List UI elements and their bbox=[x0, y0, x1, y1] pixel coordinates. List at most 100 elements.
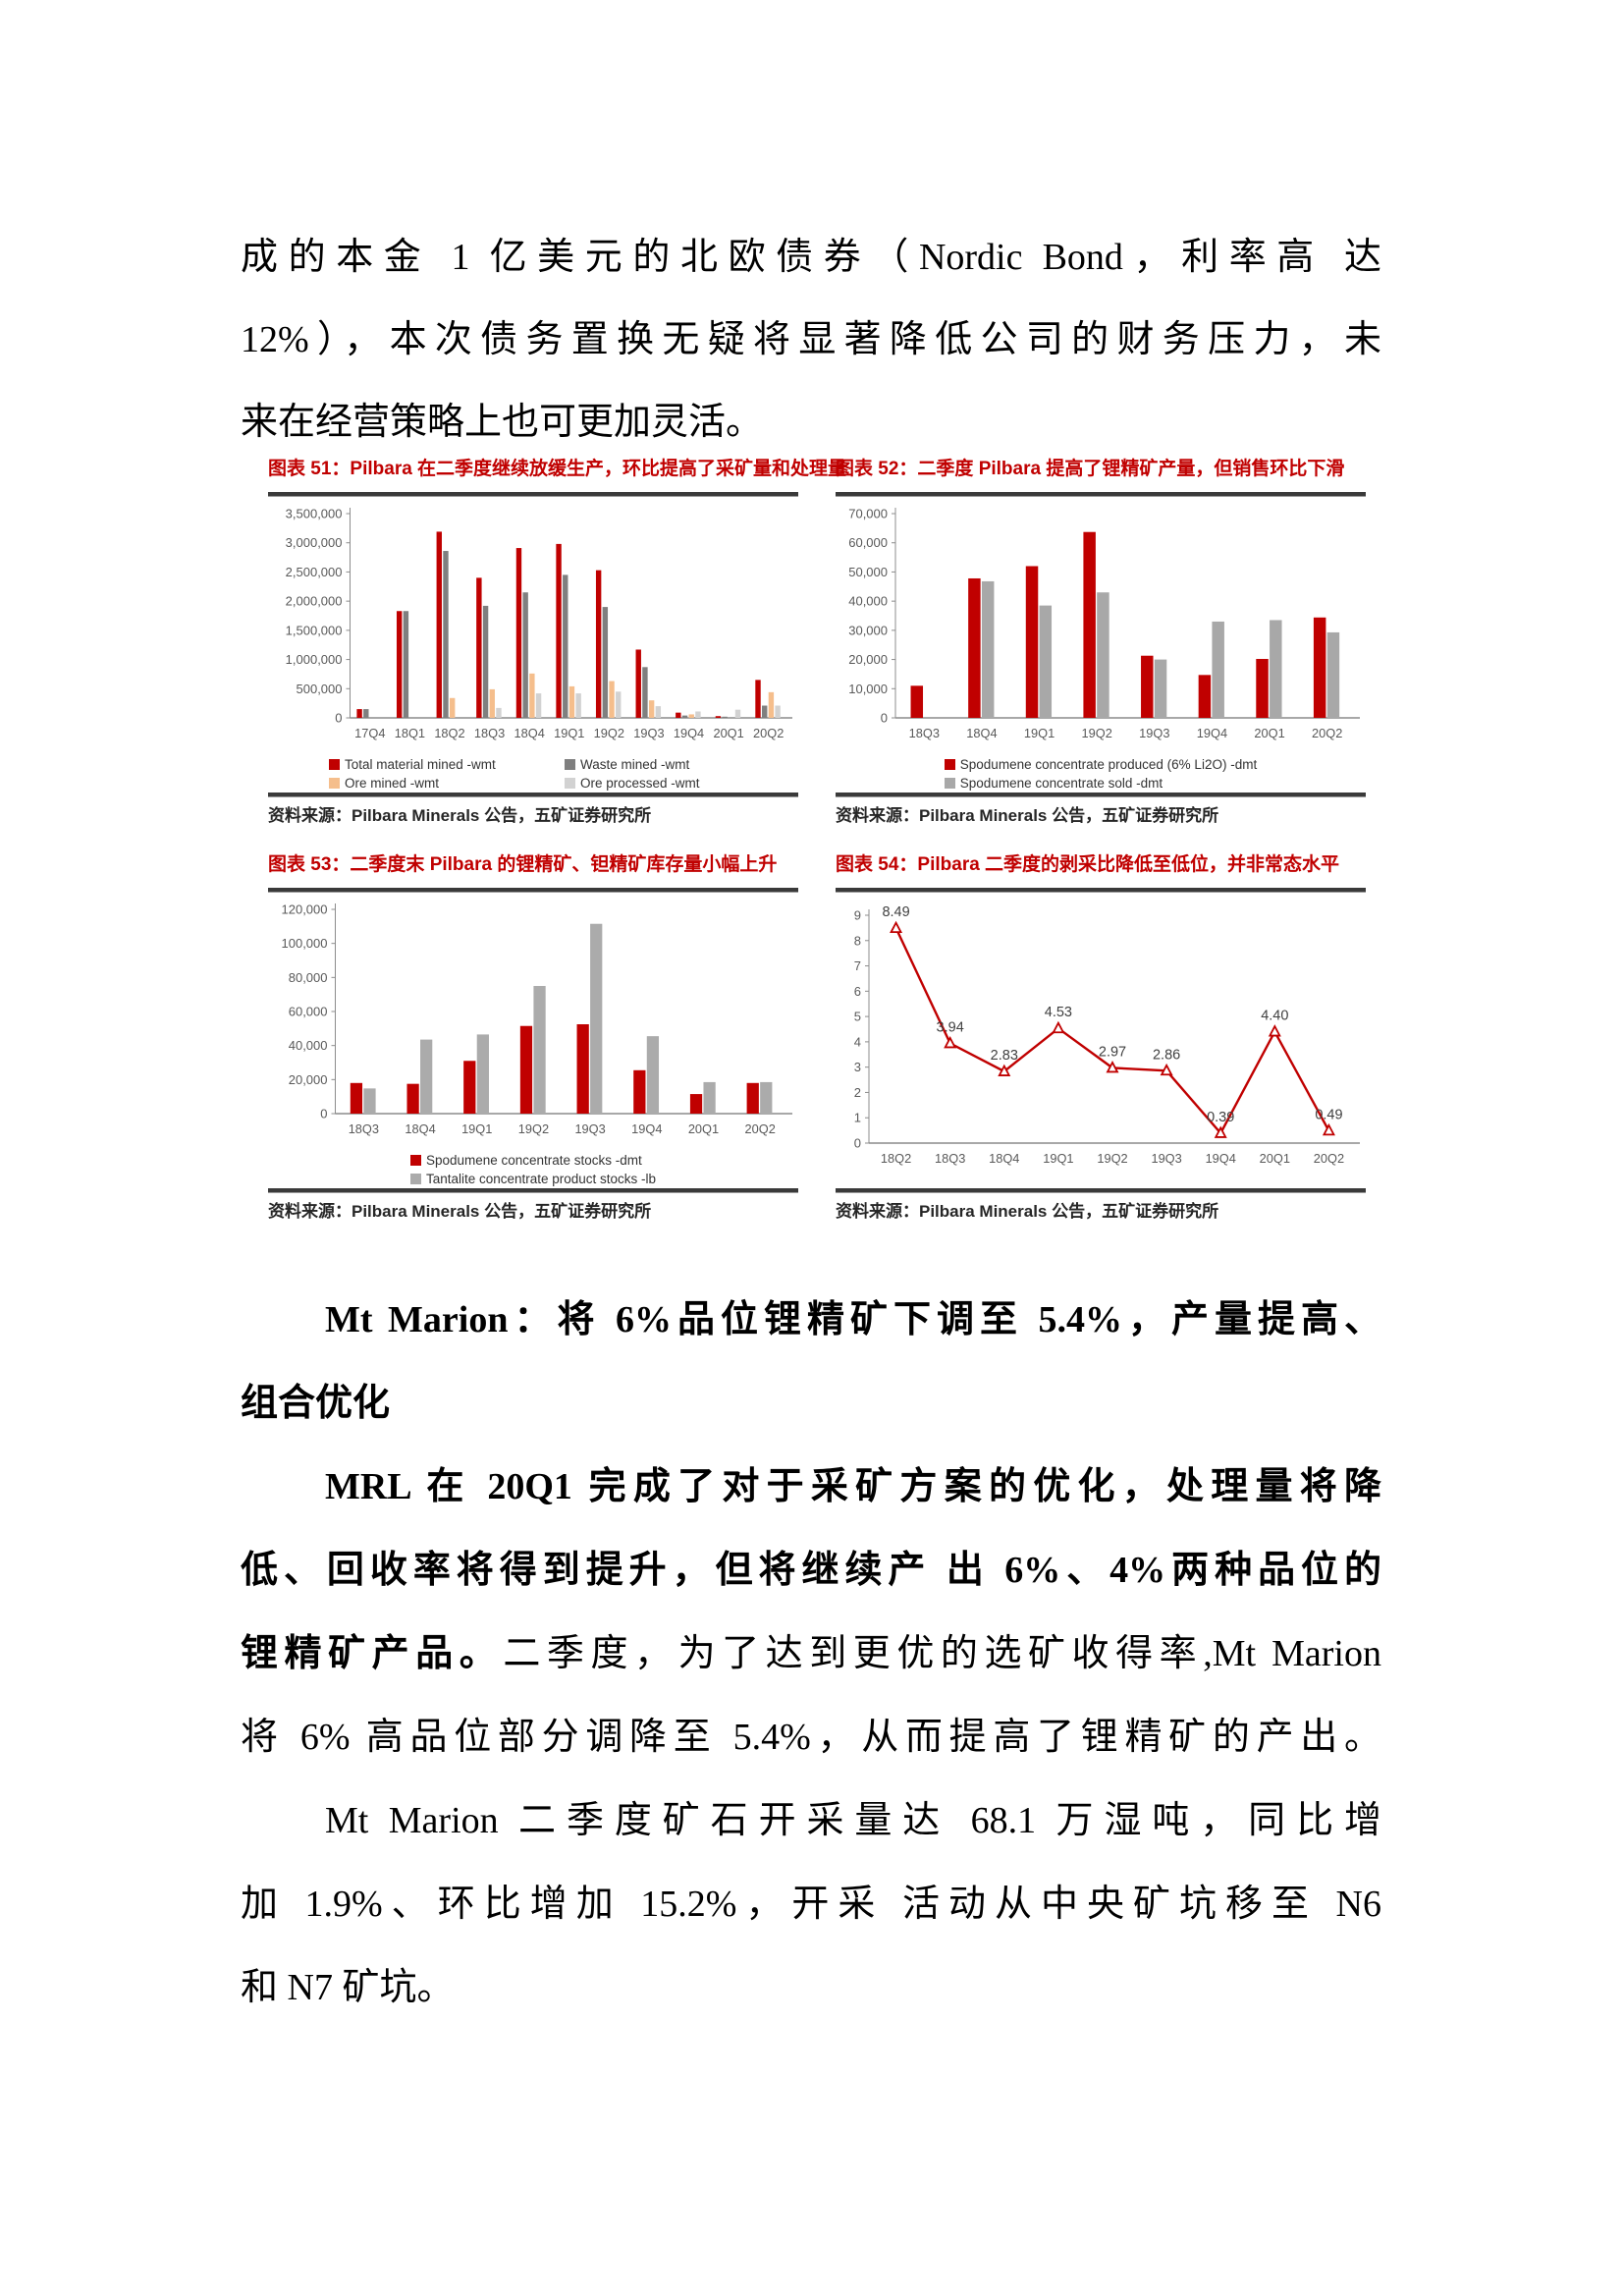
svg-text:500,000: 500,000 bbox=[297, 682, 343, 696]
svg-text:80,000: 80,000 bbox=[289, 970, 328, 985]
text-line: 和 N7 矿坑。 bbox=[241, 1967, 455, 2008]
line-chart-strip-ratio: 0 1 2 3 4 5 6 7 8 9 18Q2 18Q3 18Q4 19Q1 19Q2 19Q3 19Q4 20… bbox=[836, 898, 1366, 1188]
chart-legend: Spodumene concentrate stocks -dmt Tantali… bbox=[409, 1151, 656, 1188]
svg-text:19Q1: 19Q1 bbox=[1043, 1151, 1073, 1166]
svg-text:19Q2: 19Q2 bbox=[1097, 1151, 1127, 1166]
svg-text:2,000,000: 2,000,000 bbox=[286, 594, 343, 609]
bar-chart-svg: 0 20,000 40,000 60,000 80,000 100,000 120,000 1… bbox=[282, 902, 792, 1136]
svg-text:19Q2: 19Q2 bbox=[1082, 726, 1112, 740]
svg-text:40,000: 40,000 bbox=[848, 594, 888, 609]
svg-text:19Q4: 19Q4 bbox=[674, 726, 704, 740]
svg-text:19Q1: 19Q1 bbox=[461, 1121, 492, 1136]
text-line: 12%），本次债务置换无疑将显著降低公司的财务压力，未 bbox=[241, 319, 1381, 360]
divider-line bbox=[836, 793, 1366, 797]
chart-legend: Spodumene concentrate produced (6% Li2O)… bbox=[944, 755, 1257, 793]
svg-text:0.39: 0.39 bbox=[1207, 1110, 1234, 1125]
bar-chart-mined: 0 500,000 1,000,000 1,500,000 2,000,000 2,500… bbox=[268, 502, 798, 755]
svg-text:3.94: 3.94 bbox=[937, 1019, 964, 1035]
divider-line bbox=[268, 1188, 798, 1193]
svg-text:20Q1: 20Q1 bbox=[1254, 726, 1284, 740]
svg-text:7: 7 bbox=[854, 958, 861, 973]
svg-text:8.49: 8.49 bbox=[882, 904, 909, 920]
figure-53: 图表 53：二季度末 Pilbara 的锂精矿、钽精矿库存量小幅上升 0 20,0… bbox=[268, 853, 798, 1224]
svg-text:3,500,000: 3,500,000 bbox=[286, 507, 343, 521]
svg-text:0: 0 bbox=[335, 711, 342, 726]
svg-text:18Q3: 18Q3 bbox=[909, 726, 940, 740]
svg-text:8: 8 bbox=[854, 933, 861, 948]
svg-text:60,000: 60,000 bbox=[848, 535, 888, 550]
svg-text:19Q1: 19Q1 bbox=[1024, 726, 1055, 740]
svg-text:1,000,000: 1,000,000 bbox=[286, 652, 343, 667]
legend-item: Tantalite concentrate product stocks -lb bbox=[409, 1170, 656, 1188]
svg-text:20,000: 20,000 bbox=[848, 652, 888, 667]
svg-text:18Q1: 18Q1 bbox=[395, 726, 425, 740]
figure-source: 资料来源：Pilbara Minerals 公告，五矿证券研究所 bbox=[268, 806, 652, 825]
svg-text:18Q4: 18Q4 bbox=[405, 1121, 435, 1136]
svg-text:1: 1 bbox=[854, 1111, 861, 1125]
svg-text:20,000: 20,000 bbox=[289, 1072, 328, 1087]
legend-item: Waste mined -wmt bbox=[565, 755, 798, 774]
legend-item: Ore processed -wmt bbox=[565, 774, 798, 793]
svg-text:18Q2: 18Q2 bbox=[881, 1151, 911, 1166]
svg-text:9: 9 bbox=[854, 908, 861, 923]
svg-text:20Q2: 20Q2 bbox=[1312, 726, 1342, 740]
legend-item: Spodumene concentrate produced (6% Li2O)… bbox=[944, 755, 1257, 774]
svg-text:6: 6 bbox=[854, 984, 861, 999]
svg-text:20Q2: 20Q2 bbox=[753, 726, 784, 740]
svg-text:18Q3: 18Q3 bbox=[935, 1151, 965, 1166]
svg-text:19Q3: 19Q3 bbox=[1151, 1151, 1181, 1166]
figure-title: 图表 51：Pilbara 在二季度继续放缓生产，环比提高了采矿量和处理量 bbox=[268, 459, 847, 479]
figure-source: 资料来源：Pilbara Minerals 公告，五矿证券研究所 bbox=[836, 806, 1219, 825]
text-line: 来在经营策略上也可更加灵活。 bbox=[241, 402, 764, 443]
text-line: MRL 在 20Q1 完成了对于采矿方案的优化，处理量将降 bbox=[325, 1466, 1381, 1507]
svg-text:4: 4 bbox=[854, 1034, 861, 1049]
paragraph-top: 成的本金 1 亿美元的北欧债券（Nordic Bond，利率高 达 12%），本… bbox=[241, 216, 1381, 464]
text-line: 低、回收率将得到提升，但将继续产 出 6%、4%两种品位的 bbox=[241, 1550, 1381, 1591]
svg-text:20Q1: 20Q1 bbox=[713, 726, 743, 740]
figure-source: 资料来源：Pilbara Minerals 公告，五矿证券研究所 bbox=[836, 1202, 1219, 1221]
svg-text:100,000: 100,000 bbox=[282, 936, 328, 951]
line-chart-svg: 0 1 2 3 4 5 6 7 8 9 18Q2 18Q3 18Q4 19Q1 19Q2 19Q3 19Q4 20… bbox=[854, 904, 1360, 1166]
svg-text:0.49: 0.49 bbox=[1315, 1107, 1342, 1122]
svg-text:2.83: 2.83 bbox=[991, 1048, 1018, 1064]
svg-text:20Q1: 20Q1 bbox=[688, 1121, 719, 1136]
svg-text:19Q4: 19Q4 bbox=[1197, 726, 1227, 740]
figure-title: 图表 52：二季度 Pilbara 提高了锂精矿产量，但销售环比下滑 bbox=[836, 459, 1345, 479]
figure-grid: 图表 51：Pilbara 在二季度继续放缓生产，环比提高了采矿量和处理量 0 5… bbox=[268, 458, 1372, 1224]
chart-legend: Total material mined -wmt Waste mined -wm… bbox=[268, 755, 798, 793]
svg-text:19Q1: 19Q1 bbox=[554, 726, 584, 740]
legend-item: Spodumene concentrate stocks -dmt bbox=[409, 1151, 642, 1170]
text-regular-part: 二季度，为了达到更优的选矿收得率,Mt Marion bbox=[503, 1633, 1381, 1674]
svg-text:18Q4: 18Q4 bbox=[989, 1151, 1019, 1166]
svg-text:5: 5 bbox=[854, 1010, 861, 1024]
divider-line bbox=[836, 888, 1366, 893]
divider-line bbox=[268, 492, 798, 497]
svg-text:40,000: 40,000 bbox=[289, 1038, 328, 1053]
svg-text:2.97: 2.97 bbox=[1099, 1044, 1126, 1060]
section-heading: Mt Marion：将 6%品位锂精矿下调至 5.4%，产量提高、 bbox=[325, 1299, 1381, 1340]
figure-source: 资料来源：Pilbara Minerals 公告，五矿证券研究所 bbox=[268, 1202, 652, 1221]
legend-item: Ore mined -wmt bbox=[329, 774, 565, 793]
divider-line bbox=[836, 1188, 1366, 1193]
svg-text:120,000: 120,000 bbox=[282, 902, 328, 917]
svg-text:20Q2: 20Q2 bbox=[745, 1121, 776, 1136]
svg-text:0: 0 bbox=[881, 711, 888, 726]
svg-text:70,000: 70,000 bbox=[848, 507, 888, 521]
text-line: 锂精矿产品。二季度，为了达到更优的选矿收得率,Mt Marion bbox=[241, 1613, 1381, 1696]
bar-chart-concentrate: 0 10,000 20,000 30,000 40,000 50,000 60,000 70,… bbox=[836, 502, 1366, 755]
svg-text:18Q3: 18Q3 bbox=[474, 726, 505, 740]
text-line: Mt Marion 二季度矿石开采量达 68.1 万湿吨，同比增 bbox=[325, 1800, 1381, 1841]
svg-text:18Q3: 18Q3 bbox=[349, 1121, 379, 1136]
svg-text:2,500,000: 2,500,000 bbox=[286, 565, 343, 579]
svg-text:2.86: 2.86 bbox=[1153, 1047, 1180, 1063]
svg-text:19Q4: 19Q4 bbox=[1206, 1151, 1236, 1166]
svg-text:20Q1: 20Q1 bbox=[1260, 1151, 1290, 1166]
svg-text:3: 3 bbox=[854, 1060, 861, 1074]
svg-text:1,500,000: 1,500,000 bbox=[286, 623, 343, 637]
svg-text:19Q4: 19Q4 bbox=[631, 1121, 662, 1136]
section-heading: 组合优化 bbox=[241, 1383, 391, 1424]
legend-item: Total material mined -wmt bbox=[329, 755, 565, 774]
section-mt-marion: Mt Marion：将 6%品位锂精矿下调至 5.4%，产量提高、 组合优化 M… bbox=[241, 1279, 1381, 2030]
figure-52: 图表 52：二季度 Pilbara 提高了锂精矿产量，但销售环比下滑 0 10,0… bbox=[836, 458, 1366, 828]
